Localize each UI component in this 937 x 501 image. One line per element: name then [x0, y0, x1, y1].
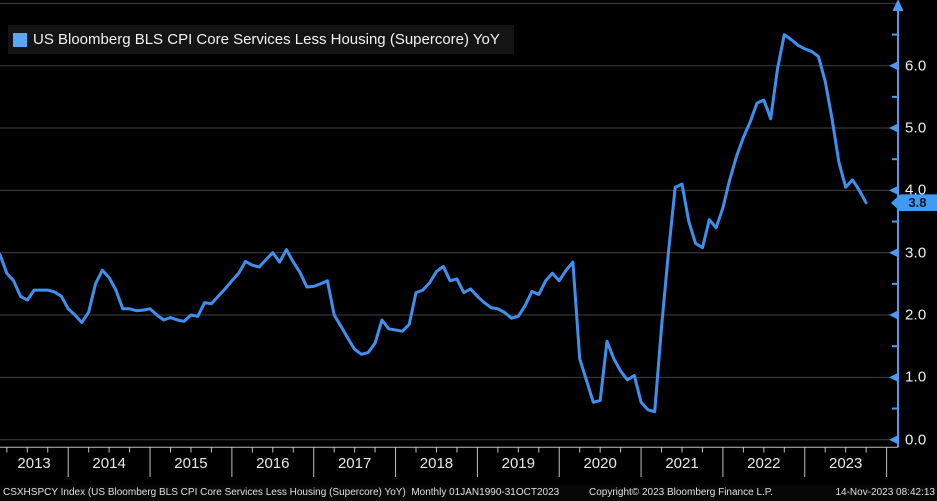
- x-axis-year-label: 2016: [256, 455, 290, 472]
- status-bar: CSXHSPCY Index (US Bloomberg BLS CPI Cor…: [0, 486, 937, 501]
- x-axis-year-label: 2022: [747, 455, 781, 472]
- legend[interactable]: US Bloomberg BLS CPI Core Services Less …: [8, 25, 514, 54]
- last-value-tag: 3.8: [891, 194, 937, 212]
- x-axis-year-label: 2013: [17, 455, 51, 472]
- series-swatch-icon: [13, 32, 27, 47]
- series-label: US Bloomberg BLS CPI Core Services Less …: [33, 31, 500, 48]
- x-axis-year-label: 2015: [174, 455, 208, 472]
- x-axis-year-label: 2014: [92, 455, 126, 472]
- y-axis-tick-label: 5.0: [905, 119, 927, 137]
- y-axis-tick-label: 1.0: [905, 368, 927, 386]
- timestamp: 14-Nov-2023 08:42:13: [835, 487, 935, 498]
- y-axis-tick-label: 3.0: [905, 244, 927, 262]
- x-axis-year-label: 2019: [501, 455, 535, 472]
- ticker-description: CSXHSPCY Index (US Bloomberg BLS CPI Cor…: [3, 487, 560, 498]
- x-axis-year-label: 2017: [337, 455, 372, 472]
- x-axis-year-label: 2023: [828, 455, 863, 472]
- y-axis-tick-label: 6.0: [905, 57, 927, 75]
- x-axis-year-label: 2020: [583, 455, 617, 472]
- x-axis-year-label: 2018: [419, 455, 454, 472]
- copyright-text: Copyright© 2023 Bloomberg Finance L.P.: [589, 487, 773, 498]
- y-axis-tick-label: 2.0: [905, 306, 927, 324]
- y-axis-tick-label: 0.0: [905, 431, 927, 449]
- x-axis-year-label: 2021: [665, 455, 699, 472]
